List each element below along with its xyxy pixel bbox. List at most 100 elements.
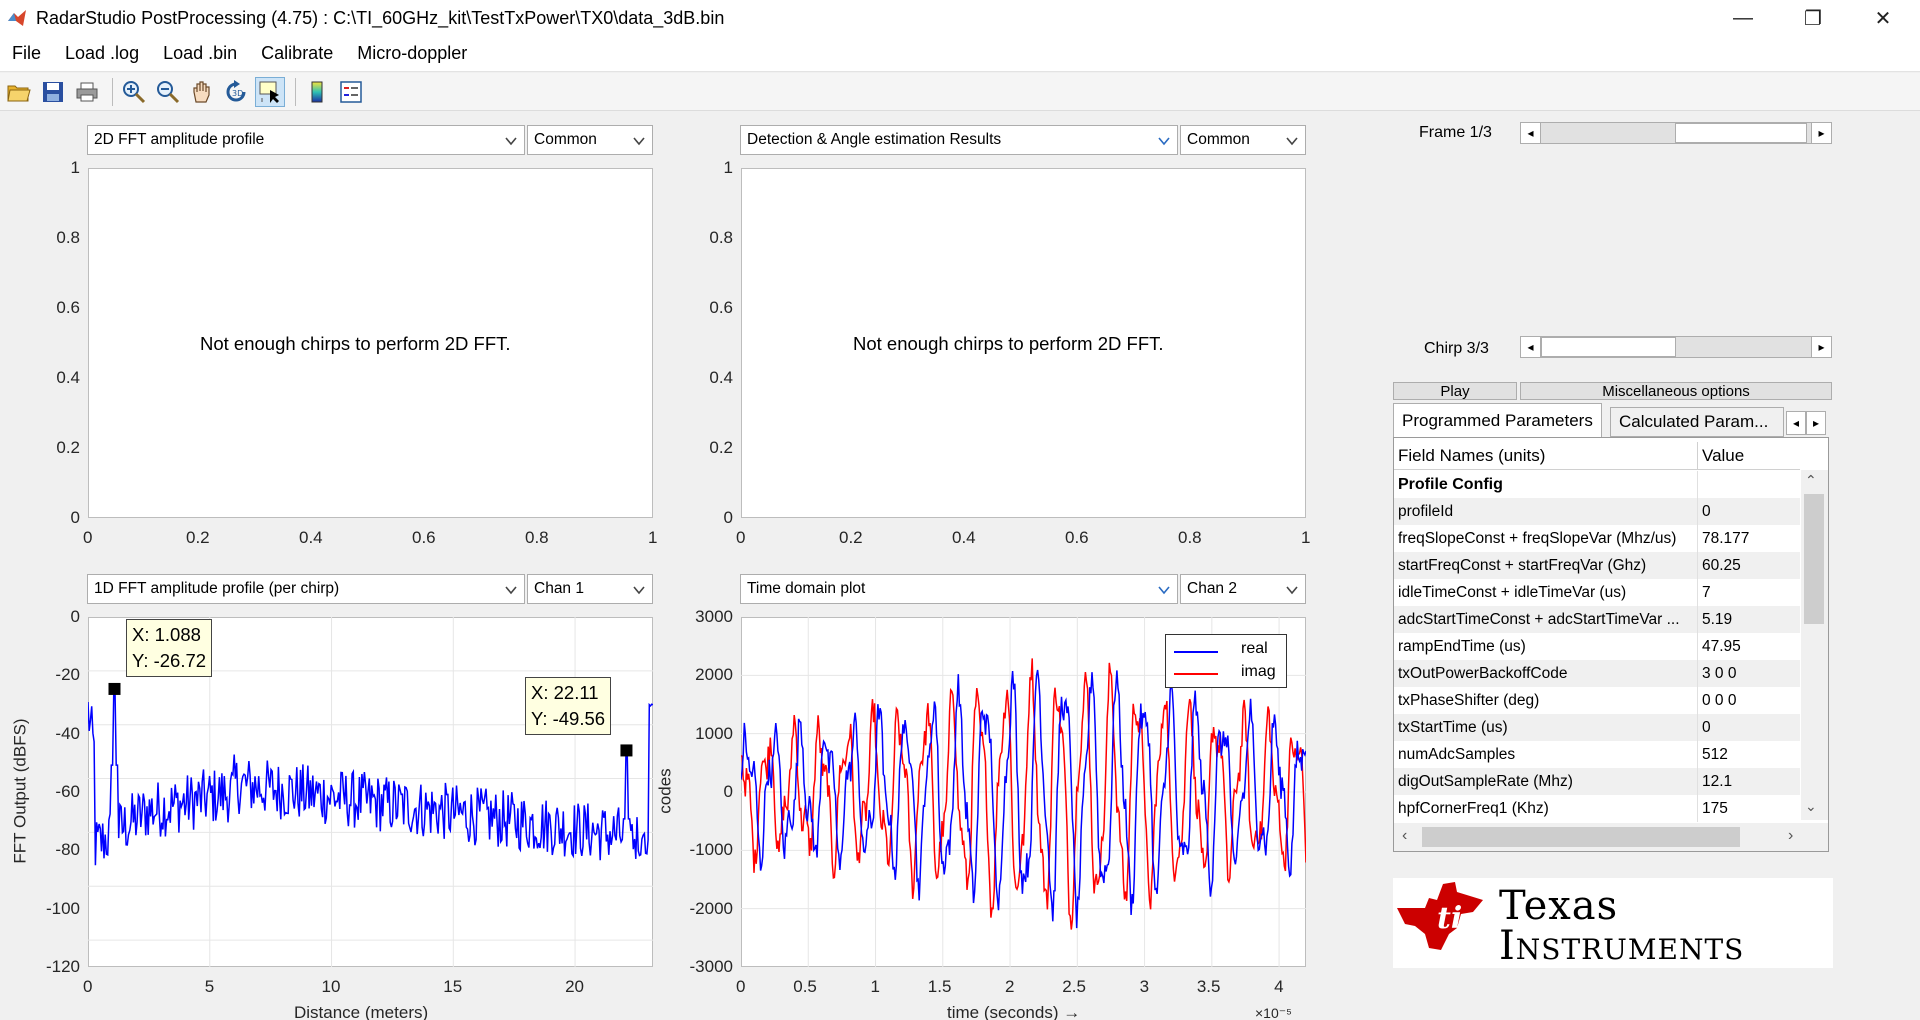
open-button[interactable] xyxy=(4,77,34,107)
y-tick-label: 3000 xyxy=(695,607,733,626)
table-horizontal-scrollbar[interactable]: ‹ › xyxy=(1394,823,1828,851)
x-tick-label: 1.5 xyxy=(927,977,952,996)
plot-bl-type-select[interactable]: 1D FFT amplitude profile (per chirp) xyxy=(87,574,525,604)
frame-slider[interactable]: ◂ ▸ xyxy=(1520,122,1832,144)
play-button[interactable]: Play xyxy=(1393,382,1517,400)
table-row[interactable]: rampEndTime (us) 47.95 xyxy=(1394,633,1800,660)
plot-tr-mode-value: Common xyxy=(1187,131,1250,148)
y-tick-label: -120 xyxy=(45,957,80,976)
table-row[interactable]: freqSlopeConst + freqSlopeVar (Mhz/us) 78… xyxy=(1394,525,1800,552)
plot-br-channel-select[interactable]: Chan 2 xyxy=(1180,574,1306,604)
x-tick-label: 0.5 xyxy=(793,977,817,996)
tab-programmed-label: Programmed Parameters xyxy=(1402,410,1593,430)
frame-slider-thumb[interactable] xyxy=(1675,123,1807,143)
y-tick-label: -100 xyxy=(45,898,80,918)
close-button[interactable]: ✕ xyxy=(1848,0,1918,36)
data-tip-2-marker xyxy=(620,744,633,757)
frame-slider-left-icon[interactable]: ◂ xyxy=(1521,123,1541,143)
tab-calculated-parameters[interactable]: Calculated Param... xyxy=(1610,407,1784,437)
table-row[interactable]: startFreqConst + startFreqVar (Ghz) 60.25 xyxy=(1394,552,1800,579)
table-row[interactable]: hpfCornerFreq1 (Khz) 175 xyxy=(1394,795,1800,822)
colorbar-button[interactable] xyxy=(302,77,332,107)
parameters-table[interactable]: Field Names (units) Value Profile Config… xyxy=(1393,437,1829,852)
chirp-slider-right-icon[interactable]: ▸ xyxy=(1811,337,1831,357)
x-tick-label: 0 xyxy=(83,528,93,547)
data-cursor-button[interactable] xyxy=(255,76,285,107)
menu-micro-doppler[interactable]: Micro-doppler xyxy=(357,43,468,63)
table-row[interactable]: Profile Config xyxy=(1394,471,1800,498)
print-button[interactable] xyxy=(72,77,102,107)
plot-tl-type-select[interactable]: 2D FFT amplitude profile xyxy=(87,125,525,155)
x-tick-label: 15 xyxy=(443,977,463,996)
window-title: RadarStudio PostProcessing (4.75) : C:\T… xyxy=(36,7,725,28)
data-tip-1[interactable]: X: 1.088 Y: -26.72 xyxy=(126,619,213,677)
table-hscroll-thumb[interactable] xyxy=(1422,827,1740,847)
misc-options-button[interactable]: Miscellaneous options xyxy=(1520,382,1832,400)
table-vertical-scrollbar[interactable]: ⌃ ⌄ xyxy=(1801,470,1828,820)
frame-slider-right-icon[interactable]: ▸ xyxy=(1811,123,1831,143)
x-tick-label: 0.6 xyxy=(412,528,436,547)
x-tick-label: 0.2 xyxy=(186,528,210,547)
table-row[interactable]: txPhaseShifter (deg) 0 0 0 xyxy=(1394,687,1800,714)
table-row[interactable]: adcStartTimeConst + adcStartTimeVar ... 5… xyxy=(1394,606,1800,633)
pan-button[interactable] xyxy=(187,77,217,107)
data-tip-2[interactable]: X: 22.11 Y: -49.56 xyxy=(525,677,612,735)
menu-load-bin[interactable]: Load .bin xyxy=(163,43,238,63)
table-row[interactable]: txStartTime (us) 0 xyxy=(1394,714,1800,741)
table-row[interactable]: digOutSampleRate (Mhz) 12.1 xyxy=(1394,768,1800,795)
tab-programmed-parameters[interactable]: Programmed Parameters xyxy=(1393,403,1602,437)
rotate-button[interactable]: 3D xyxy=(221,77,251,107)
table-cell-name: profileId xyxy=(1398,502,1454,520)
chevron-down-icon xyxy=(505,586,517,595)
plot-tr-type-select[interactable]: Detection & Angle estimation Results xyxy=(740,125,1178,155)
plot-tl-mode-select[interactable]: Common xyxy=(527,125,653,155)
x-tick-label: 0.8 xyxy=(525,528,549,547)
zoom-out-button[interactable] xyxy=(153,77,183,107)
plot-tl-axes[interactable] xyxy=(88,168,653,518)
zoom-in-button[interactable] xyxy=(119,77,149,107)
minimize-icon: — xyxy=(1733,6,1753,29)
y-tick-label: 0.6 xyxy=(709,298,733,317)
table-row[interactable]: txOutPowerBackoffCode 3 0 0 xyxy=(1394,660,1800,687)
table-row[interactable]: idleTimeConst + idleTimeVar (us) 7 xyxy=(1394,579,1800,606)
scroll-down-icon[interactable]: ⌄ xyxy=(1805,798,1817,814)
table-vscroll-thumb[interactable] xyxy=(1804,494,1824,624)
table-cell-value: 12.1 xyxy=(1697,768,1800,795)
table-cell-value: 175 xyxy=(1697,795,1800,822)
menu-load-log[interactable]: Load .log xyxy=(65,43,140,63)
table-cell-value xyxy=(1697,471,1800,498)
chirp-slider-left-icon[interactable]: ◂ xyxy=(1521,337,1541,357)
restore-button[interactable]: ❐ xyxy=(1778,0,1848,36)
minimize-button[interactable]: — xyxy=(1708,0,1778,36)
plot-tr-mode-select[interactable]: Common xyxy=(1180,125,1306,155)
menu-file[interactable]: File xyxy=(12,43,42,63)
plot-tl-type-value: 2D FFT amplitude profile xyxy=(94,131,265,148)
y-tick-label: 0.2 xyxy=(709,438,733,457)
imag-series-line xyxy=(741,658,1306,930)
plot-br-type-select[interactable]: Time domain plot xyxy=(740,574,1178,604)
x-tick-label: 20 xyxy=(565,977,584,996)
scroll-up-icon[interactable]: ⌃ xyxy=(1805,472,1817,488)
scroll-right-icon[interactable]: › xyxy=(1788,827,1794,844)
y-tick-label: 2000 xyxy=(695,665,733,685)
menu-calibrate[interactable]: Calibrate xyxy=(261,43,334,63)
table-cell-name: txOutPowerBackoffCode xyxy=(1398,664,1568,682)
chirp-slider-thumb[interactable] xyxy=(1541,337,1676,357)
table-row[interactable]: numAdcSamples 512 xyxy=(1394,741,1800,768)
tab-scroll-left-icon[interactable]: ◂ xyxy=(1786,411,1806,435)
chirp-slider[interactable]: ◂ ▸ xyxy=(1520,336,1832,358)
tab-scroll-right-icon[interactable]: ▸ xyxy=(1806,411,1826,435)
save-button[interactable] xyxy=(38,77,68,107)
legend-button[interactable] xyxy=(336,77,366,107)
plot-br-legend[interactable]: real imag xyxy=(1165,634,1287,688)
plot-bl-channel-select[interactable]: Chan 1 xyxy=(527,574,653,604)
ti-logo-icon: ti xyxy=(1397,882,1483,950)
scroll-left-icon[interactable]: ‹ xyxy=(1402,827,1408,844)
plot-br-exponent: ×10⁻⁵ xyxy=(1255,1005,1292,1020)
plot-br-ylabel: codes xyxy=(655,768,675,814)
x-tick-label: 4 xyxy=(1274,977,1284,996)
plot-tr-axes[interactable] xyxy=(741,168,1306,518)
table-row[interactable]: profileId 0 xyxy=(1394,498,1800,525)
plot-bl-channel-value: Chan 1 xyxy=(534,580,584,597)
y-tick-label: 0 xyxy=(723,782,733,801)
